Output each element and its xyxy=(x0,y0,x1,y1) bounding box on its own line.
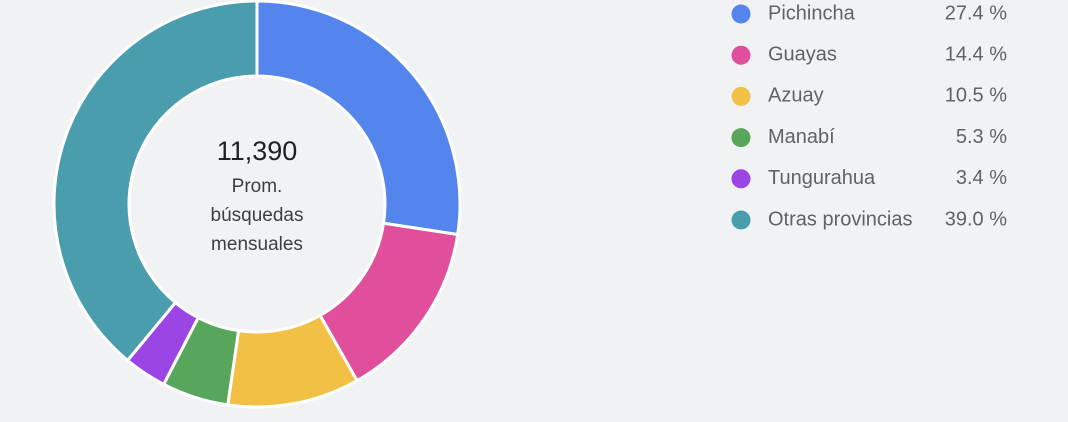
legend-value: 10.5 % xyxy=(945,85,1007,107)
legend-marker xyxy=(731,45,751,65)
legend-label: Tungurahua xyxy=(768,167,876,189)
legend-label: Otras provincias xyxy=(768,208,913,230)
legend-value: 14.4 % xyxy=(945,43,1007,65)
slice xyxy=(255,0,462,237)
legend-marker xyxy=(731,169,751,189)
legend-label: Guayas xyxy=(768,43,837,65)
legend-marker xyxy=(731,86,751,106)
legend-value: 39.0 % xyxy=(945,208,1007,230)
slice xyxy=(52,0,259,363)
legend-value: 3.4 % xyxy=(956,167,1007,189)
legend-label: Azuay xyxy=(768,85,824,107)
center-value: 11,390 xyxy=(217,136,298,166)
legend-marker xyxy=(731,210,751,230)
legend-marker xyxy=(731,4,751,24)
legend-value: 5.3 % xyxy=(956,126,1007,148)
legend-value: 27.4 % xyxy=(945,2,1007,24)
center-caption: Prom. búsquedas mensuales xyxy=(210,176,304,255)
legend-marker xyxy=(731,128,751,148)
legend-label: Manabí xyxy=(768,126,835,148)
legend-label: Pichincha xyxy=(768,2,856,24)
